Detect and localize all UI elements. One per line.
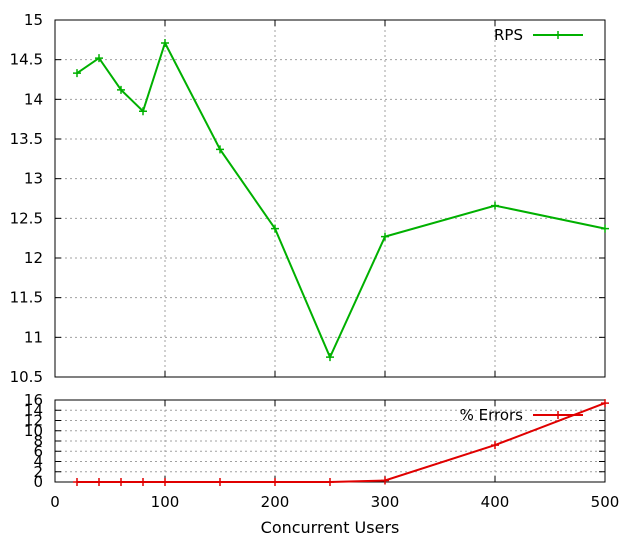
errors-y-tick-label: 4 xyxy=(33,453,43,471)
errors-data-point xyxy=(73,478,81,486)
errors-y-tick-label: 14 xyxy=(24,401,43,419)
errors-legend-label: % Errors xyxy=(460,406,524,424)
rps-y-tick-label: 14.5 xyxy=(10,51,43,69)
rps-data-point xyxy=(95,54,103,63)
rps-y-tick-label: 12.5 xyxy=(10,209,43,227)
rps-data-point xyxy=(271,224,279,233)
errors-data-point xyxy=(117,478,125,486)
errors-data-point xyxy=(381,476,389,485)
rps-y-tick-label: 14 xyxy=(24,90,43,108)
errors-data-point xyxy=(491,441,499,450)
rps-data-point xyxy=(216,145,224,154)
errors-x-tick-label: 100 xyxy=(151,493,180,511)
rps-data-point xyxy=(161,39,169,48)
errors-y-tick-label: 16 xyxy=(24,391,43,409)
rps-y-tick-label: 13.5 xyxy=(10,130,43,148)
errors-y-tick-label: 12 xyxy=(24,412,43,430)
rps-y-tick-label: 11 xyxy=(24,328,43,346)
errors-x-tick-label: 0 xyxy=(50,493,60,511)
rps-data-point xyxy=(601,224,609,233)
errors-data-point xyxy=(601,399,609,408)
errors-y-tick-label: 2 xyxy=(33,463,43,481)
rps-panel: 10.5 11 11.5 12 12.5 13 13.5 14 14.5 15 RPS xyxy=(10,11,609,386)
rps-series-line xyxy=(76,40,606,360)
errors-x-tick-label: 300 xyxy=(371,493,400,511)
errors-y-tick-label: 0 xyxy=(33,473,43,491)
rps-y-tick-label: 12 xyxy=(24,249,43,267)
errors-data-point xyxy=(216,478,224,486)
errors-x-tick-label: 200 xyxy=(261,493,290,511)
errors-series-line xyxy=(77,402,606,483)
errors-data-point xyxy=(271,478,279,486)
errors-data-point xyxy=(161,478,169,486)
errors-data-point xyxy=(326,478,334,486)
rps-legend-label: RPS xyxy=(494,26,523,44)
errors-x-tick-label: 500 xyxy=(591,493,620,511)
rps-y-tick-label: 11.5 xyxy=(10,289,43,307)
errors-y-tick-label: 8 xyxy=(33,432,43,450)
rps-data-point xyxy=(326,353,334,362)
errors-y-tick-label: 10 xyxy=(24,422,43,440)
errors-data-point xyxy=(95,478,103,486)
rps-data-point xyxy=(381,232,389,241)
rps-data-point xyxy=(73,69,81,78)
errors-x-tick-label: 400 xyxy=(481,493,510,511)
x-axis-label: Concurrent Users xyxy=(261,518,400,537)
rps-data-point xyxy=(117,85,125,94)
rps-y-tick-label: 15 xyxy=(24,11,43,29)
errors-y-tick-label: 6 xyxy=(33,442,43,460)
rps-data-point xyxy=(139,107,147,116)
rps-y-tick-label: 13 xyxy=(24,170,43,188)
rps-data-point xyxy=(491,201,499,210)
rps-plot-frame xyxy=(54,19,606,378)
errors-legend-marker xyxy=(554,411,562,419)
rps-y-tick-label: 10.5 xyxy=(10,368,43,386)
rps-legend-marker xyxy=(554,31,562,39)
errors-data-point xyxy=(139,478,147,486)
